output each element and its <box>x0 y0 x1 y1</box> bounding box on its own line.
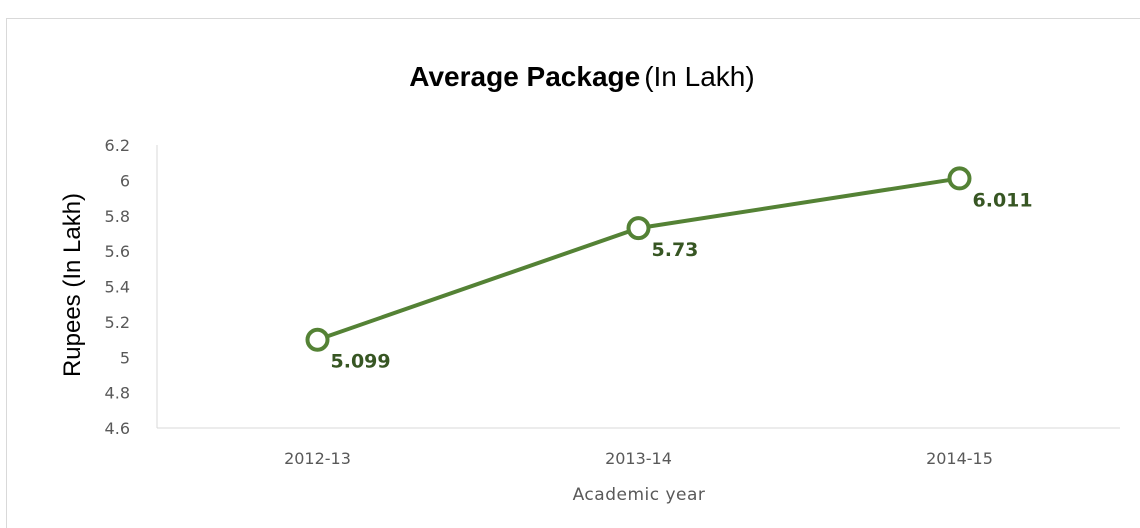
x-tick-label: 2014-15 <box>926 449 993 468</box>
data-point <box>947 166 972 191</box>
data-label: 6.011 <box>973 189 1033 211</box>
series-line <box>316 176 960 342</box>
data-point <box>626 216 651 241</box>
y-ticks: 4.6 4.8 5 5.2 5.4 5.6 5.8 6 6.2 <box>105 136 130 438</box>
y-tick-label: 5.4 <box>105 278 130 297</box>
data-point <box>305 327 330 352</box>
chart-frame <box>6 18 1140 528</box>
x-tick-label: 2013-14 <box>605 449 672 468</box>
x-ticks: 2012-13 2013-14 2014-15 <box>284 449 993 468</box>
x-axis-label: Academic year <box>573 485 706 505</box>
chart-title-suffix: (In Lakh) <box>644 61 755 92</box>
series-group: 5.099 5.73 6.011 <box>305 166 1033 373</box>
y-tick-label: 4.6 <box>105 419 130 438</box>
y-tick-label: 5.6 <box>105 242 130 261</box>
chart-title-main: Average Package <box>409 61 640 92</box>
y-tick-label: 6.2 <box>105 136 130 155</box>
x-tick-label: 2012-13 <box>284 449 351 468</box>
y-tick-label: 5.8 <box>105 207 130 226</box>
y-tick-label: 5.2 <box>105 313 130 332</box>
y-tick-label: 6 <box>120 171 130 190</box>
data-label: 5.099 <box>331 351 391 373</box>
chart-title: Average Package (In Lakh) <box>409 61 754 92</box>
data-label: 5.73 <box>652 239 699 261</box>
y-tick-label: 5 <box>120 348 130 367</box>
y-tick-label: 4.8 <box>105 384 130 403</box>
svg-text:Average Package (In Lak: Average Package (In Lakh) <box>409 61 754 92</box>
y-axis-label: Rupees (In Lakh) <box>59 193 86 377</box>
